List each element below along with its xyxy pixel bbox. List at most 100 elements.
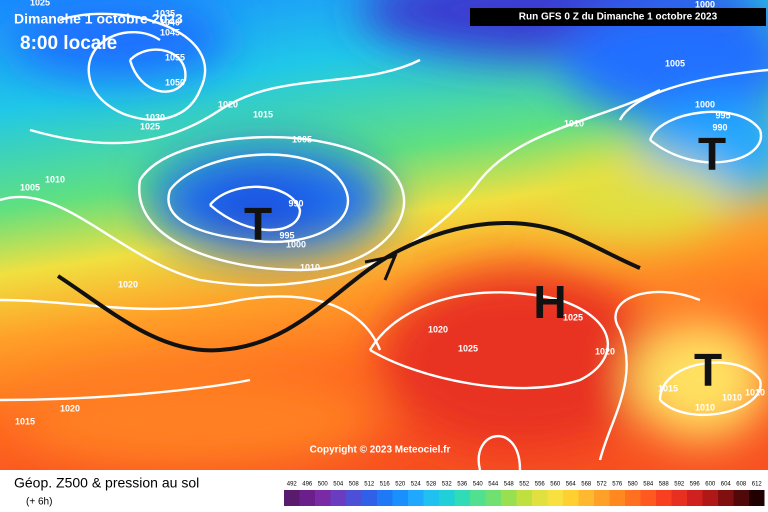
map: Run GFS 0 Z du Dimanche 1 octobre 2023 D… — [0, 0, 768, 470]
scale-swatch — [656, 490, 672, 506]
scale-swatch — [578, 490, 594, 506]
scale-swatch — [454, 490, 470, 506]
scale-label: 576 — [612, 482, 623, 488]
scale-label: 548 — [504, 482, 515, 488]
scale-label: 516 — [380, 482, 391, 488]
pressure-label: 1025 — [140, 121, 160, 131]
pressure-label: 1035 — [155, 8, 175, 18]
pressure-label: 1005 — [665, 58, 685, 68]
scale-label: 500 — [318, 482, 329, 488]
scale-label: 604 — [721, 482, 732, 488]
pressure-center: H — [533, 276, 566, 328]
scale-swatch — [470, 490, 486, 506]
pressure-label: 1025 — [458, 343, 478, 353]
scale-swatch — [532, 490, 548, 506]
pressure-label: 1000 — [286, 239, 306, 249]
isobars — [0, 12, 768, 470]
scale-swatch — [377, 490, 393, 506]
scale-label: 584 — [643, 482, 654, 488]
time: 8:00 locale — [20, 33, 117, 54]
scale-swatch — [594, 490, 610, 506]
scale-label: 556 — [535, 482, 546, 488]
scale-swatch — [408, 490, 424, 506]
pressure-label: 1015 — [658, 383, 678, 393]
pressure-label: 1045 — [160, 27, 180, 37]
scale-label: 564 — [566, 482, 577, 488]
scale-swatch — [439, 490, 455, 506]
scale-label: 492 — [287, 482, 298, 488]
scale-label: 536 — [457, 482, 468, 488]
pressure-label: 1020 — [595, 346, 615, 356]
scale-label: 588 — [659, 482, 670, 488]
scale-label: 608 — [736, 482, 747, 488]
scale-label: 512 — [364, 482, 375, 488]
pressure-label: 1025 — [30, 0, 50, 7]
run-text: Run GFS 0 Z du Dimanche 1 octobre 2023 — [519, 12, 718, 23]
scale-swatch — [547, 490, 563, 506]
pressure-center: T — [694, 344, 722, 396]
scale-label: 552 — [519, 482, 530, 488]
pressure-label: 990 — [288, 198, 303, 208]
pressure-label: 1000 — [695, 99, 715, 109]
scale-swatch — [284, 490, 300, 506]
scale-swatch — [702, 490, 718, 506]
scale-label: 508 — [349, 482, 360, 488]
scale-swatch — [718, 490, 734, 506]
scale-swatch — [361, 490, 377, 506]
pressure-label: 1055 — [165, 52, 185, 62]
run-box — [470, 8, 766, 26]
legend-subtitle: (+ 6h) — [26, 497, 52, 508]
date: Dimanche 1 octobre 2023 — [14, 11, 183, 27]
pressure-label: 1025 — [563, 312, 583, 322]
pressure-label: 1010 — [45, 174, 65, 184]
pressure-label: 1010 — [564, 118, 584, 128]
scale-label: 504 — [333, 482, 344, 488]
legend-title: Géop. Z500 & pression au sol — [14, 475, 199, 491]
scale-swatch — [640, 490, 656, 506]
pressure-label: 1010 — [745, 387, 765, 397]
jet-stream — [56, 221, 641, 353]
scale-label: 532 — [442, 482, 453, 488]
pressure-label: 1010 — [722, 392, 742, 402]
scale-label: 520 — [395, 482, 406, 488]
pressure-label: 1015 — [15, 416, 35, 426]
jet-arrow — [364, 253, 398, 281]
scale-label: 580 — [628, 482, 639, 488]
scale-swatch — [392, 490, 408, 506]
scale-label: 612 — [752, 482, 763, 488]
pressure-center: T — [698, 128, 726, 180]
scale-label: 544 — [488, 482, 499, 488]
scale-swatch — [733, 490, 749, 506]
pressure-label: 1005 — [292, 134, 312, 144]
pressure-label: 1040 — [160, 17, 180, 27]
scale-label: 540 — [473, 482, 484, 488]
pressure-label: 1005 — [20, 182, 40, 192]
pressure-label: 1020 — [218, 99, 238, 109]
pressure-center: T — [244, 198, 272, 250]
scale-label: 572 — [597, 482, 608, 488]
scale-swatch — [687, 490, 703, 506]
scale-swatch — [315, 490, 331, 506]
scale-label: 560 — [550, 482, 561, 488]
scale-label: 524 — [411, 482, 422, 488]
scale-label: 528 — [426, 482, 437, 488]
scale-swatch — [749, 490, 765, 506]
scale-label: 596 — [690, 482, 701, 488]
scale-swatch — [671, 490, 687, 506]
pressure-label: 1020 — [428, 324, 448, 334]
scale-swatch — [563, 490, 579, 506]
scale-swatch — [609, 490, 625, 506]
scale-swatch — [330, 490, 346, 506]
pressure-label: 1020 — [60, 403, 80, 413]
scale-swatch — [516, 490, 532, 506]
scale-swatch — [485, 490, 501, 506]
scale-label: 496 — [302, 482, 313, 488]
scale-swatch — [501, 490, 517, 506]
copyright: Copyright © 2023 Meteociel.fr — [310, 445, 451, 456]
pressure-label: 990 — [712, 122, 727, 132]
pressure-label: 1010 — [300, 262, 320, 272]
scale-label: 592 — [674, 482, 685, 488]
pressure-label: 1050 — [165, 77, 185, 87]
pressure-label: 1010 — [695, 402, 715, 412]
legend: Géop. Z500 & pression au sol (+ 6h) 492 4… — [14, 475, 765, 508]
